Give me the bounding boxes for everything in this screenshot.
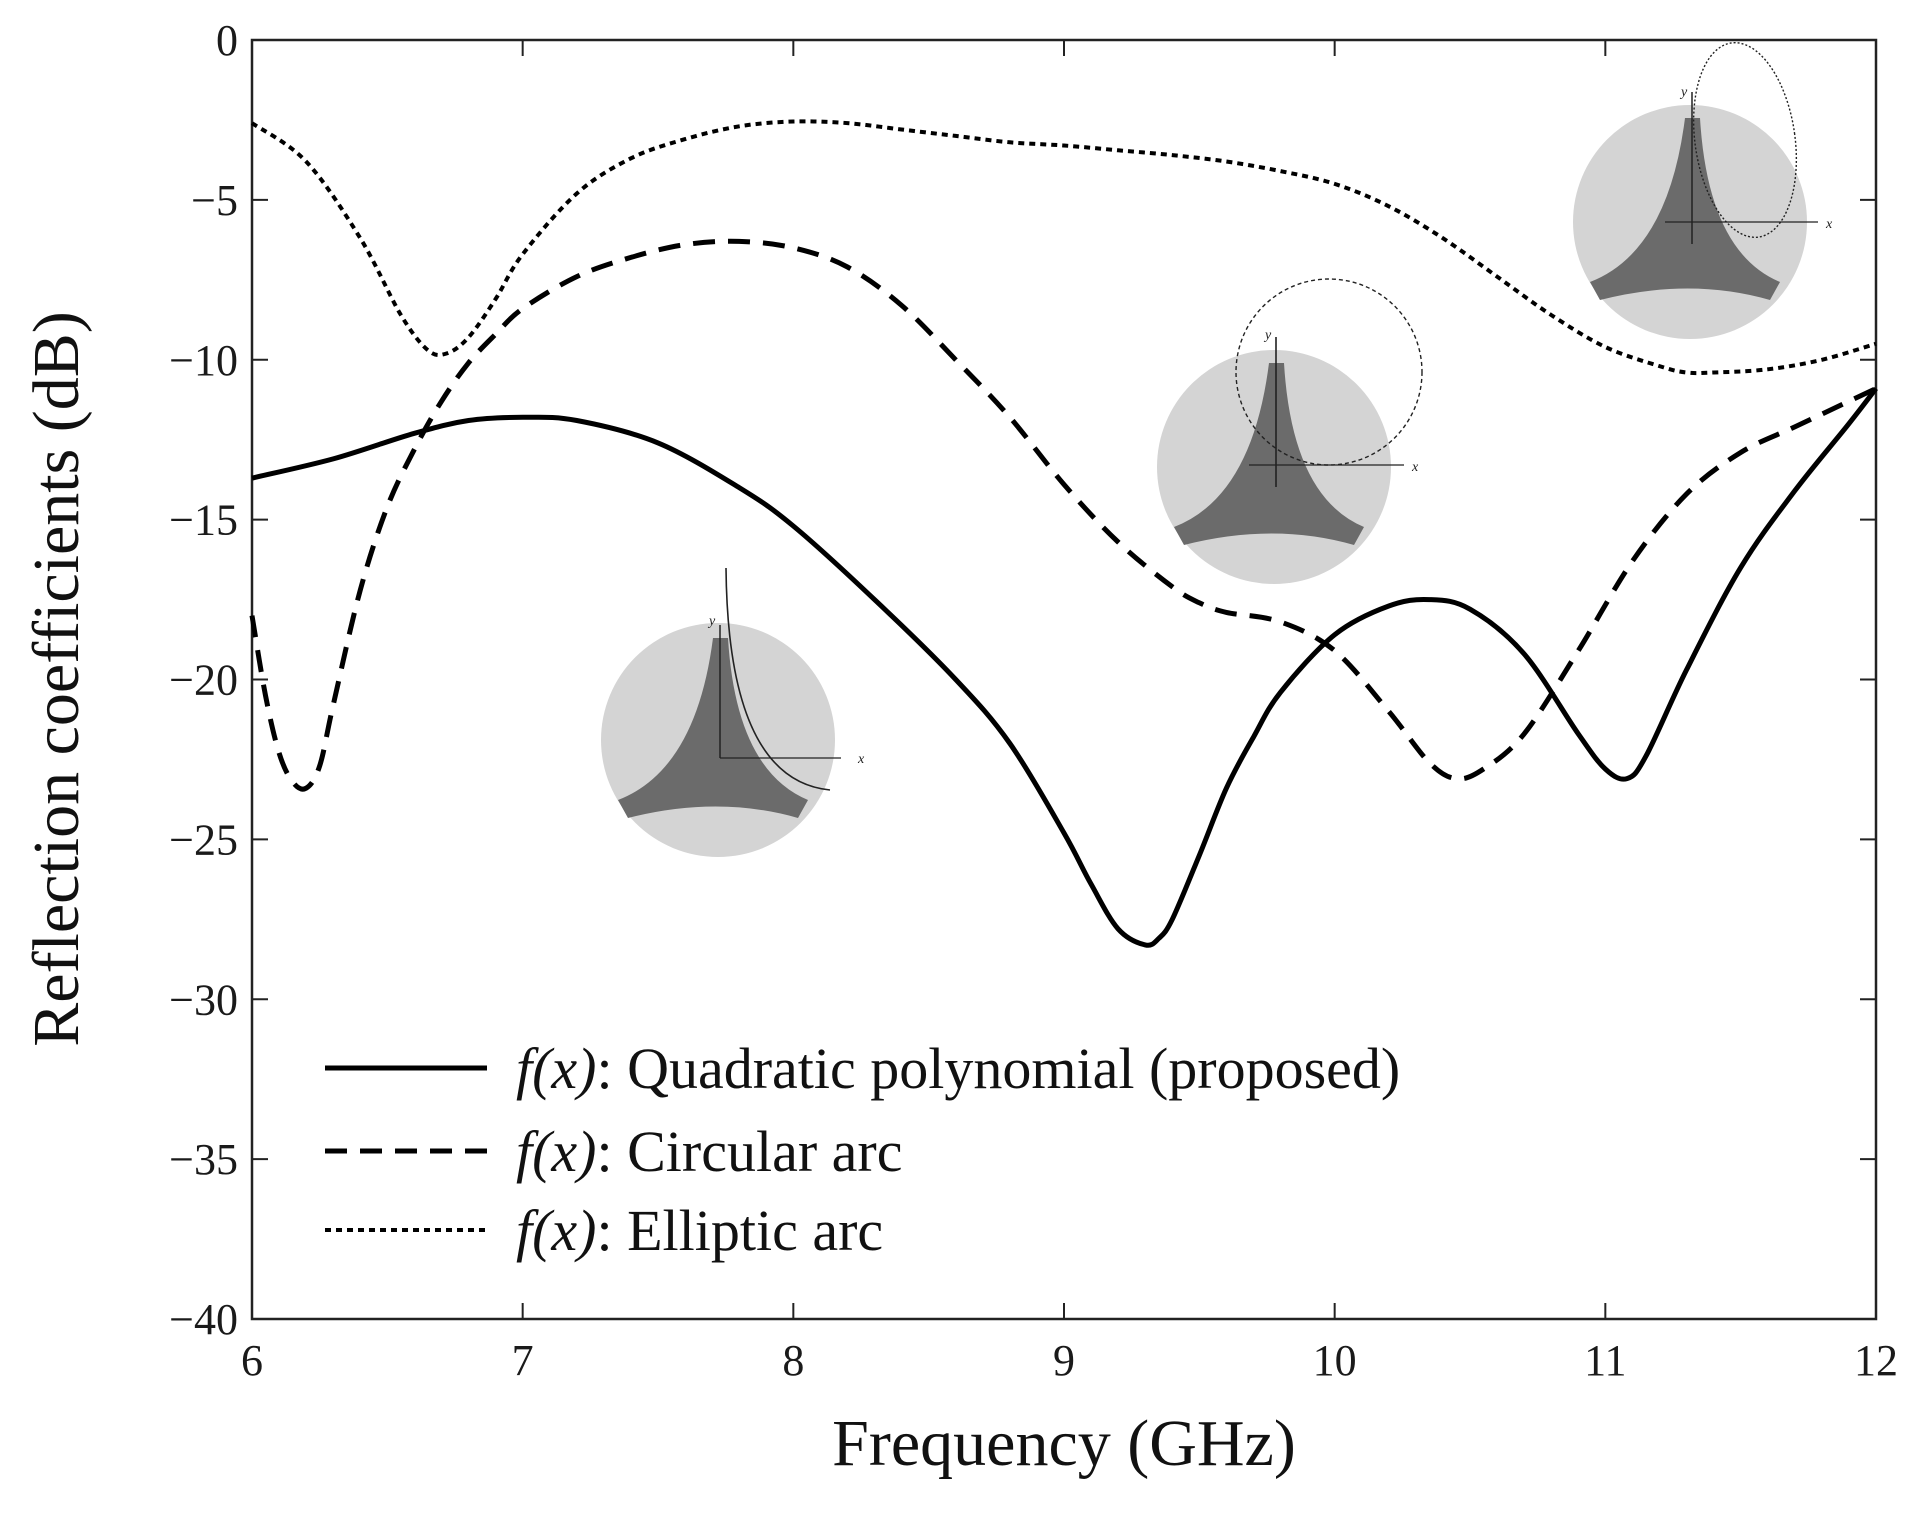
- y-tick-label: −10: [169, 336, 238, 385]
- series-lines: [249, 119, 1878, 948]
- axis-ticks: [251, 39, 1877, 1320]
- x-tick-label: 6: [241, 1336, 263, 1385]
- legend-fx: f(x): [516, 1198, 597, 1263]
- inset-circular-arc: x y: [1157, 278, 1423, 584]
- inset-y-label: y: [707, 614, 716, 629]
- legend-fx: f(x): [516, 1119, 597, 1184]
- legend: f(x): Quadratic polynomial (proposed) f(…: [325, 1036, 1400, 1263]
- legend-fx: f(x): [516, 1036, 597, 1101]
- legend-label-circular: f(x): Circular arc: [516, 1119, 902, 1184]
- x-tick-label: 7: [512, 1336, 534, 1385]
- x-tick-label: 11: [1584, 1336, 1626, 1385]
- legend-desc: : Elliptic arc: [597, 1198, 884, 1263]
- y-tick-label: 0: [216, 16, 238, 65]
- y-tick-label: −30: [169, 975, 238, 1024]
- inset-x-label: x: [857, 752, 865, 767]
- inset-y-label: y: [1263, 328, 1272, 343]
- legend-label-quadratic: f(x): Quadratic polynomial (proposed): [516, 1036, 1400, 1101]
- inset-x-label: x: [1825, 217, 1833, 232]
- inset-quadratic-polynomial: x y: [601, 567, 865, 857]
- y-axis-title: Reflection coefficients (dB): [20, 311, 93, 1047]
- x-tick-label: 10: [1313, 1336, 1357, 1385]
- inset-profile-curve: [725, 567, 831, 791]
- y-tick-label: −35: [169, 1135, 238, 1184]
- series-line-dotted: [250, 119, 1877, 376]
- legend-desc: : Quadratic polynomial (proposed): [597, 1036, 1401, 1101]
- inset-x-label: x: [1411, 460, 1419, 475]
- y-tick-labels: 0 −5 −10 −15 −20 −25 −30 −35 −40: [169, 16, 238, 1344]
- inset-patch-shape: [618, 638, 808, 818]
- inset-profile-ellipse: [1692, 42, 1798, 238]
- y-tick-label: −20: [169, 656, 238, 705]
- inset-profile-circle: [1235, 278, 1423, 466]
- y-tick-label: −5: [191, 176, 238, 225]
- x-tick-labels: 6 7 8 9 10 11 12: [241, 1336, 1898, 1385]
- y-tick-label: −15: [169, 496, 238, 545]
- x-tick-label: 9: [1053, 1336, 1075, 1385]
- x-axis-title: Frequency (GHz): [832, 1407, 1296, 1480]
- legend-label-elliptic: f(x): Elliptic arc: [516, 1198, 883, 1263]
- x-tick-label: 12: [1854, 1336, 1898, 1385]
- inset-patch-shape: [1590, 118, 1780, 300]
- inset-patch-shape: [1174, 363, 1364, 545]
- x-tick-label: 8: [782, 1336, 804, 1385]
- inset-elliptic-arc: x y: [1573, 42, 1833, 339]
- legend-desc: : Circular arc: [597, 1119, 903, 1184]
- y-tick-label: −25: [169, 815, 238, 864]
- inset-y-label: y: [1679, 85, 1688, 100]
- series-line-dashed: [249, 238, 1878, 792]
- y-tick-label: −40: [169, 1295, 238, 1344]
- series-line-solid: [251, 386, 1878, 948]
